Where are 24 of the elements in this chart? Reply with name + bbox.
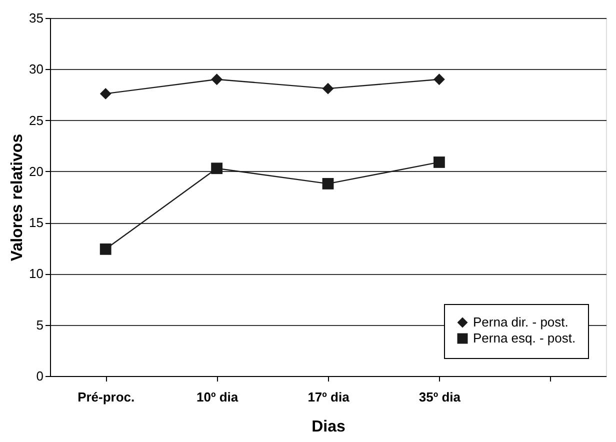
y-tick-label: 20 (29, 164, 44, 179)
x-tick-label: 10º dia (196, 390, 239, 404)
x-tick-label: 35º dia (418, 390, 462, 404)
point (322, 178, 334, 190)
x-tick-label: Pré-proc. (78, 390, 135, 404)
point (100, 88, 112, 100)
y-tick-label: 35 (29, 10, 44, 26)
y-axis-title: Valores relativos (9, 134, 26, 262)
x-axis-title: Dias (312, 418, 346, 436)
legend-label: Perna esq. - post. (473, 330, 576, 346)
point (100, 243, 112, 255)
y-tick-label: 10 (29, 266, 44, 282)
point (211, 162, 222, 174)
point (434, 156, 445, 168)
y-tick-label: 0 (36, 368, 44, 384)
legend-label: Perna dir. - post. (473, 314, 568, 330)
y-tick-label: 15 (29, 215, 44, 230)
y-tick-label: 5 (36, 317, 44, 332)
point (322, 82, 334, 94)
x-tick-label: 17º dia (308, 390, 350, 404)
point (211, 74, 222, 86)
point (434, 74, 445, 86)
y-tick-label: 25 (29, 112, 44, 128)
y-tick-label: 30 (29, 62, 44, 77)
